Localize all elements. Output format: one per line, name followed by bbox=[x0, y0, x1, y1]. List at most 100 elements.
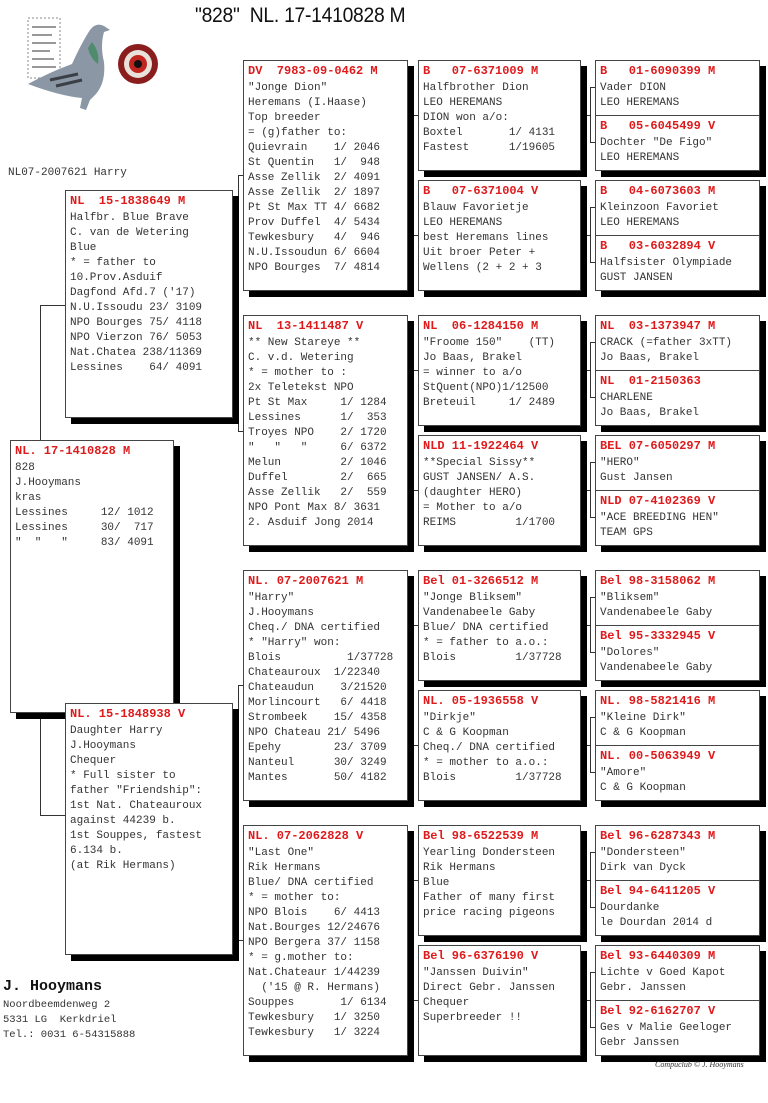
connector-line bbox=[590, 87, 596, 88]
pedigree-line: NPO Bourges 75/ 4118 bbox=[70, 317, 203, 329]
pedigree-line: "Last One" bbox=[248, 847, 315, 859]
connector-line bbox=[413, 1000, 419, 1001]
pedigree-card-father: NL 15-1838649 M Halfbr. Blue Brave C. van … bbox=[65, 190, 233, 418]
pedigree-line: 6.134 b. bbox=[70, 845, 123, 857]
pedigree-line: Melun 2/ 1046 bbox=[248, 457, 387, 469]
pedigree-line: " " " 6/ 6372 bbox=[248, 442, 387, 454]
pedigree-line: Asse Zellik 2/ 559 bbox=[248, 487, 387, 499]
pedigree-card-great-great-grandparent: NLD 07-4102369 V "ACE BREEDING HEN" TEAM G… bbox=[595, 490, 760, 546]
connector-line bbox=[406, 940, 413, 941]
pedigree-line: Direct Gebr. Janssen bbox=[423, 982, 556, 994]
pedigree-line: Quievrain 1/ 2046 bbox=[248, 142, 381, 154]
pedigree-line: * = mother to : bbox=[248, 367, 348, 379]
pedigree-line: Nanteul 30/ 3249 bbox=[248, 757, 387, 769]
pedigree-line: Pt St Max TT 4/ 6682 bbox=[248, 202, 381, 214]
pedigree-line: "Kleine Dirk" bbox=[600, 712, 686, 724]
pedigree-line: "HERO" bbox=[600, 457, 640, 469]
ring-number: NLD 07-4102369 V bbox=[600, 494, 716, 508]
address-line: Noordbeemdenweg 2 bbox=[3, 999, 111, 1011]
pedigree-line: Blois 1/37728 bbox=[248, 652, 394, 664]
pedigree-line: "Jonge Dion" bbox=[248, 82, 328, 94]
ring-number: Bel 95-3332945 V bbox=[600, 629, 716, 643]
connector-line bbox=[413, 115, 419, 116]
pedigree-line: "Bliksem" bbox=[600, 592, 660, 604]
pedigree-line: Duffel 2/ 665 bbox=[248, 472, 387, 484]
pedigree-line: 1st Nat. Chateauroux bbox=[70, 800, 203, 812]
connector-line bbox=[406, 175, 413, 176]
connector-line bbox=[406, 685, 413, 686]
connector-line bbox=[580, 370, 590, 371]
pedigree-line: = Mother to a/o bbox=[423, 502, 523, 514]
pedigree-line: father "Friendship": bbox=[70, 785, 203, 797]
pedigree-line: NPO Pont Max 8/ 3631 bbox=[248, 502, 381, 514]
connector-line bbox=[590, 207, 596, 208]
connector-line bbox=[413, 115, 414, 235]
pedigree-card-subject: NL. 17-1410828 M 828 J.Hooymans kras Lessine… bbox=[10, 440, 174, 713]
pedigree-line: against 44239 b. bbox=[70, 815, 176, 827]
phone-line: Tel.: 0031 6-54315888 bbox=[3, 1029, 136, 1041]
pedigree-card-great-grandparent: Bel 98-6522539 M Yearling Dondersteen Rik … bbox=[418, 825, 581, 936]
pedigree-line: "Dondersteen" bbox=[600, 847, 686, 859]
ring-number: NL 01-2150363 bbox=[600, 374, 701, 388]
ring-number: Bel 01-3266512 M bbox=[423, 574, 539, 588]
pedigree-line: Blue bbox=[70, 242, 97, 254]
pedigree-line: Blauw Favorietje bbox=[423, 202, 529, 214]
pedigree-line: Chequer bbox=[70, 755, 117, 767]
pedigree-line: NPO Bergera 37/ 1158 bbox=[248, 937, 381, 949]
connector-line bbox=[590, 207, 591, 262]
pedigree-line: GUST JANSEN bbox=[600, 272, 673, 284]
pedigree-line: best Heremans lines bbox=[423, 232, 549, 244]
pedigree-line: Dourdanke bbox=[600, 902, 660, 914]
pedigree-line: Ges v Malie Geeloger bbox=[600, 1022, 733, 1034]
pedigree-card-great-great-grandparent: Bel 93-6440309 M Lichte v Goed Kapot Gebr.… bbox=[595, 945, 760, 1001]
pedigree-line: "Froome 150" (TT) bbox=[423, 337, 556, 349]
connector-line bbox=[580, 745, 590, 746]
pedigree-line: 828 bbox=[15, 462, 35, 474]
connector-line bbox=[590, 342, 591, 397]
pedigree-card-great-great-grandparent: B 01-6090399 M Vader DION LEO HEREMANS bbox=[595, 60, 760, 116]
pedigree-line: NPO Bourges 7/ 4814 bbox=[248, 262, 381, 274]
connector-line bbox=[580, 625, 590, 626]
pedigree-line: Superbreeder !! bbox=[423, 1012, 523, 1024]
pedigree-line: CRACK (=father 3xTT) bbox=[600, 337, 733, 349]
pedigree-line: " " " 83/ 4091 bbox=[15, 537, 154, 549]
pedigree-line: LEO HEREMANS bbox=[600, 97, 680, 109]
pedigree-line: Gebr Janssen bbox=[600, 1037, 680, 1049]
ring-number: Bel 96-6376190 V bbox=[423, 949, 539, 963]
connector-line bbox=[580, 490, 590, 491]
pedigree-line: Dirk van Dyck bbox=[600, 862, 686, 874]
pedigree-line: "Janssen Duivin" bbox=[423, 967, 529, 979]
ring-number: NL 03-1373947 M bbox=[600, 319, 716, 333]
connector-line bbox=[406, 430, 413, 431]
pedigree-line: Blue/ DNA certified bbox=[423, 622, 549, 634]
pedigree-card-great-great-grandparent: Bel 95-3332945 V "Dolores" Vandenabeele Ga… bbox=[595, 625, 760, 681]
pedigree-card-grandparent: NL. 07-2007621 M "Harry" J.Hooymans Cheq./ … bbox=[243, 570, 408, 801]
pedigree-card-mother: NL. 15-1848938 V Daughter Harry J.Hooymans… bbox=[65, 703, 233, 955]
breeder-name: J. Hooymans bbox=[3, 978, 103, 995]
pedigree-line: (daughter HERO) bbox=[423, 487, 523, 499]
pedigree-line: Epehy 23/ 3709 bbox=[248, 742, 387, 754]
pedigree-line: Vader DION bbox=[600, 82, 667, 94]
pedigree-line: Lessines 12/ 1012 bbox=[15, 507, 154, 519]
pedigree-line: Nat.Chateaur 1/44239 bbox=[248, 967, 381, 979]
pedigree-card-great-grandparent: Bel 01-3266512 M "Jonge Bliksem" Vandenabe… bbox=[418, 570, 581, 681]
pedigree-card-great-grandparent: B 07-6371009 M Halfbrother Dion LEO HEREMA… bbox=[418, 60, 581, 171]
ring-number: BEL 07-6050297 M bbox=[600, 439, 716, 453]
pedigree-line: Tewkesbury 1/ 3224 bbox=[248, 1027, 381, 1039]
credit: Compuclub © J. Hooymans bbox=[655, 1060, 744, 1069]
connector-line bbox=[238, 685, 244, 686]
connector-line bbox=[590, 852, 591, 907]
pedigree-line: "Dolores" bbox=[600, 647, 660, 659]
pedigree-line: * = g.mother to: bbox=[248, 952, 354, 964]
connector-line bbox=[238, 431, 244, 432]
pedigree-line: ('15 @ R. Hermans) bbox=[248, 982, 381, 994]
pedigree-line: C. v.d. Wetering bbox=[248, 352, 354, 364]
pedigree-line: Halfsister Olympiade bbox=[600, 257, 733, 269]
connector-line bbox=[590, 597, 591, 652]
pedigree-line: ** New Stareye ** bbox=[248, 337, 361, 349]
ring-number: NL. 98-5821416 M bbox=[600, 694, 716, 708]
pedigree-card-great-great-grandparent: NL. 98-5821416 M "Kleine Dirk" C & G Koopm… bbox=[595, 690, 760, 746]
pedigree-line: Souppes 1/ 6134 bbox=[248, 997, 387, 1009]
pedigree-card-great-great-grandparent: Bel 96-6287343 M "Dondersteen" Dirk van Dy… bbox=[595, 825, 760, 881]
pedigree-line: Uit broer Peter + bbox=[423, 247, 536, 259]
